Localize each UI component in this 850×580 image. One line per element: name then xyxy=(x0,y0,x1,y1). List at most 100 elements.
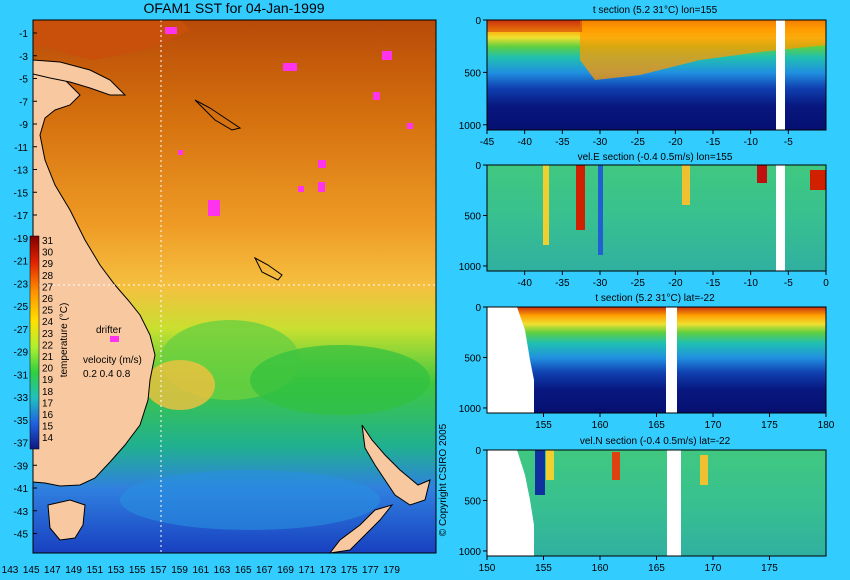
x-tick-label: -45 xyxy=(480,137,495,148)
velocity-label: velocity (m/s) xyxy=(83,355,142,366)
panel-axes: -45 -40 -35 -30 -25 -20 -15 -10 -5 0 500 1000 xyxy=(459,16,793,148)
panel-axes: 155 160 165 170 175 180 0 500 1000 xyxy=(459,303,835,431)
x-tick-label: 150 xyxy=(479,563,496,574)
jet-red xyxy=(810,170,826,190)
drifter-marker xyxy=(110,336,119,342)
lat-tick-label: -21 xyxy=(14,257,29,268)
x-tick-label: 0 xyxy=(823,278,829,289)
jet-blue xyxy=(598,165,603,255)
x-tick-label: 170 xyxy=(705,420,722,431)
lat-tick-label: -17 xyxy=(14,211,29,222)
drifter-marker xyxy=(318,160,326,168)
jet-blue xyxy=(535,450,545,495)
cool-eddy xyxy=(250,345,430,415)
map-lon-axis: 143 145 147 149 151 153 155 157 159 161 163 165 167 1… xyxy=(2,565,401,576)
x-tick-label: -25 xyxy=(630,137,645,148)
x-tick-label: 165 xyxy=(648,420,665,431)
colorbar-value: 31 xyxy=(42,236,54,247)
colorbar-value: 24 xyxy=(42,317,54,328)
map-title: OFAM1 SST for 04-Jan-1999 xyxy=(143,0,324,16)
colorbar-value: 18 xyxy=(42,387,54,398)
colorbar-value: 28 xyxy=(42,271,54,282)
lon-tick-label: 169 xyxy=(277,565,294,576)
warm-eddy xyxy=(145,360,215,410)
panel-velE-lon155: vel.E section (-0.4 0.5m/s) lon=155 -40-… xyxy=(459,152,829,289)
lat-tick-label: -3 xyxy=(19,52,28,63)
drifter-marker xyxy=(382,51,392,60)
lat-tick-label: -27 xyxy=(14,325,29,336)
panel-title: vel.E section (-0.4 0.5m/s) lon=155 xyxy=(578,152,733,163)
lat-tick-label: -31 xyxy=(14,370,29,381)
x-tick-label: -15 xyxy=(706,137,721,148)
lat-tick-label: -1 xyxy=(19,29,28,40)
y-tick-label: 500 xyxy=(464,68,481,79)
x-tick-label: -35 xyxy=(555,137,570,148)
x-tick-label: -25 xyxy=(630,278,645,289)
lon-tick-label: 157 xyxy=(150,565,167,576)
lon-tick-label: 145 xyxy=(23,565,40,576)
cold-eddy xyxy=(120,470,380,530)
y-tick-label: 500 xyxy=(464,211,481,222)
png-coast xyxy=(32,59,127,96)
drifter-marker xyxy=(283,63,297,71)
panel-title: t section (5.2 31°C) lon=155 xyxy=(593,5,718,16)
lat-tick-label: -35 xyxy=(14,416,29,427)
land-mask xyxy=(487,450,534,556)
x-tick-label: -35 xyxy=(555,278,570,289)
lat-tick-label: -9 xyxy=(19,120,28,131)
colorbar-value: 23 xyxy=(42,329,54,340)
colorbar-value: 20 xyxy=(42,364,54,375)
lat-tick-label: -13 xyxy=(14,166,29,177)
y-tick-label: 0 xyxy=(475,446,481,457)
lat-tick-label: -5 xyxy=(19,75,28,86)
panel-t-lat22: t section (5.2 31°C) lat=-22 155 160 165 17… xyxy=(459,293,835,431)
panel-axes: -40 -35 -30 -25 -20 -15 -10 -5 0 0 500 1000 xyxy=(459,161,829,289)
x-tick-label: -40 xyxy=(517,137,532,148)
section-field xyxy=(487,165,826,271)
sst-map xyxy=(32,19,437,554)
x-tick-label: 155 xyxy=(535,563,552,574)
solomon-islands xyxy=(194,99,242,131)
x-tick-label: 180 xyxy=(818,420,835,431)
map-lat-axis: -1 -3 -5 -7 -9 -11 -13 -15 -17 -19 -21 -23 -25 -27 -29… xyxy=(14,29,37,541)
copyright: © Copyright CSIRO 2005 xyxy=(438,423,449,536)
y-tick-label: 0 xyxy=(475,303,481,314)
drifter-marker xyxy=(318,182,325,192)
y-tick-label: 1000 xyxy=(459,547,482,558)
x-tick-label: 175 xyxy=(761,563,778,574)
data-gap xyxy=(666,307,677,413)
panel-title: vel.N section (-0.4 0.5m/s) lat=-22 xyxy=(580,436,731,447)
x-tick-label: 155 xyxy=(535,420,552,431)
drifter-marker xyxy=(373,92,380,100)
colorbar-value: 25 xyxy=(42,306,54,317)
png-land xyxy=(33,20,190,60)
lon-tick-label: 155 xyxy=(129,565,146,576)
colorbar-value: 22 xyxy=(42,340,54,351)
x-tick-label: -15 xyxy=(706,278,721,289)
jet-yellow xyxy=(700,455,708,485)
x-tick-label: -10 xyxy=(743,137,758,148)
lat-tick-label: -11 xyxy=(14,143,28,154)
drifter-marker xyxy=(165,27,177,34)
lon-tick-label: 177 xyxy=(362,565,379,576)
colorbar-value: 19 xyxy=(42,375,54,386)
y-tick-label: 1000 xyxy=(459,121,482,132)
colorbar-value: 15 xyxy=(42,422,54,433)
panel-frame xyxy=(486,19,827,131)
jet-red xyxy=(576,165,585,230)
lon-tick-label: 175 xyxy=(341,565,358,576)
tasmania-land xyxy=(47,499,86,541)
lat-tick-label: -45 xyxy=(14,530,29,541)
new-caledonia xyxy=(253,256,283,281)
colorbar-value: 17 xyxy=(42,398,54,409)
y-tick-label: 500 xyxy=(464,353,481,364)
jet-yellow xyxy=(543,165,549,245)
section-field xyxy=(487,307,826,413)
lon-tick-label: 151 xyxy=(86,565,103,576)
land-mask xyxy=(487,307,534,413)
data-gap xyxy=(776,20,785,130)
x-tick-label: 165 xyxy=(648,563,665,574)
